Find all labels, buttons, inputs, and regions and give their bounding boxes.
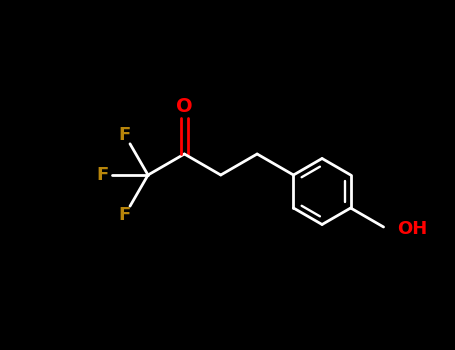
Text: OH: OH: [398, 220, 428, 238]
Text: F: F: [119, 206, 131, 224]
Text: F: F: [119, 126, 131, 144]
Text: F: F: [96, 166, 108, 184]
Text: O: O: [176, 97, 192, 116]
